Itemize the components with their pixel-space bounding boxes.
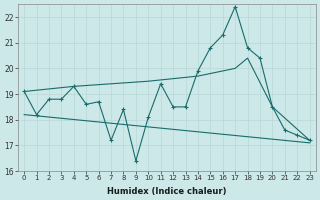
X-axis label: Humidex (Indice chaleur): Humidex (Indice chaleur) <box>107 187 227 196</box>
